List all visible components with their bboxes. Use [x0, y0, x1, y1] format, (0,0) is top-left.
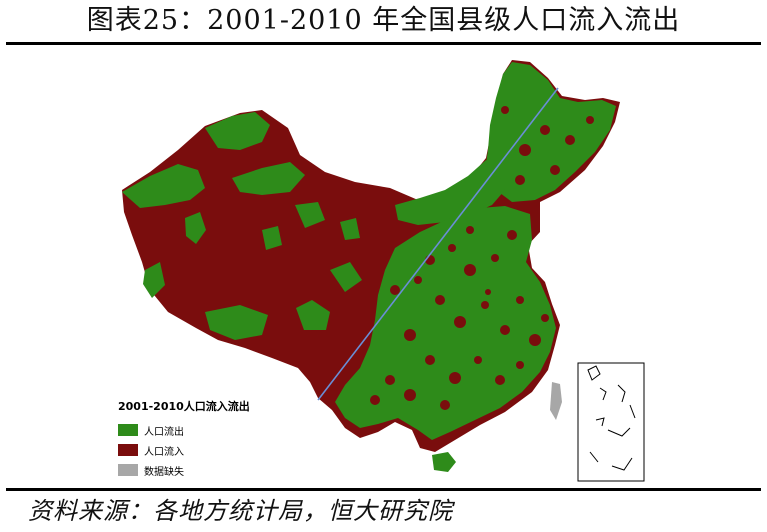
legend-item-outflow: 人口流出: [118, 420, 318, 440]
legend-label: 人口流入: [144, 446, 184, 458]
legend-item-missing: 数据缺失: [118, 460, 318, 480]
green-square-icon: [118, 424, 138, 436]
legend-label: 人口流出: [144, 426, 184, 438]
china-county-migration-map: [122, 60, 645, 482]
legend-label: 数据缺失: [144, 466, 184, 478]
legend-item-inflow: 人口流入: [118, 440, 318, 460]
source-note: 资料来源：各地方统计局，恒大研究院: [28, 497, 453, 525]
top-divider: [6, 42, 761, 45]
inflow-specks: [370, 106, 594, 410]
map-legend: 2001-2010人口流入流出 人口流出 人口流入 数据缺失: [118, 398, 318, 480]
legend-title: 2001-2010人口流入流出: [118, 400, 250, 413]
south-china-sea-inset: [577, 362, 645, 482]
taiwan-island: [550, 382, 562, 420]
hu-line: [317, 87, 559, 401]
dark-red-square-icon: [118, 444, 138, 456]
bottom-divider: [6, 488, 761, 491]
hainan-island: [432, 452, 456, 472]
chart-title: 图表25：2001-2010 年全国县级人口流入流出: [86, 5, 681, 36]
gray-square-icon: [118, 464, 138, 476]
